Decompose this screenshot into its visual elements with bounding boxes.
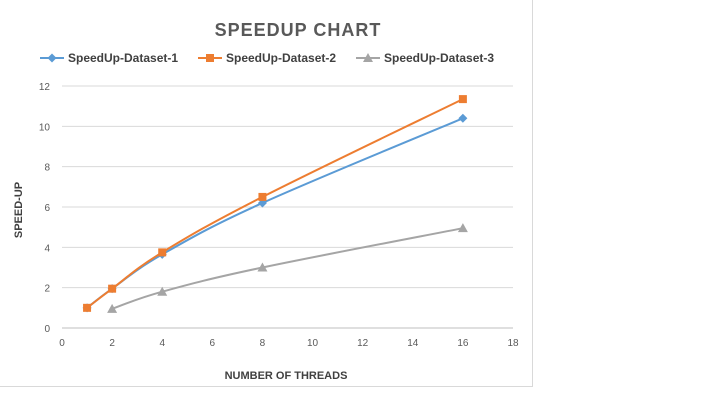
chart-gridlines — [62, 85, 513, 329]
x-tick-label: 14 — [407, 338, 419, 349]
y-tick-label: 8 — [44, 163, 50, 174]
legend-marker — [363, 53, 373, 62]
legend-marker — [47, 53, 57, 63]
x-tick-label: 16 — [457, 338, 469, 349]
series-2 — [83, 95, 467, 312]
series-line — [86, 117, 464, 309]
y-tick-label: 10 — [39, 122, 51, 133]
x-tick-label: 4 — [159, 338, 165, 349]
series-3 — [107, 223, 468, 313]
y-tick-label: 4 — [44, 243, 50, 254]
chart-series — [82, 95, 468, 313]
data-point — [458, 95, 467, 104]
data-point — [458, 113, 468, 123]
chart-title: SPEEDUP CHART — [215, 20, 382, 40]
data-point — [108, 284, 117, 293]
y-tick-label: 12 — [39, 82, 51, 93]
x-axis-title: NUMBER OF THREADS — [225, 370, 348, 382]
x-tick-label: 10 — [307, 338, 319, 349]
chart-frame: SPEEDUP CHART SpeedUp-Dataset-1 SpeedUp-D… — [0, 0, 533, 387]
y-tick-label: 2 — [44, 284, 50, 295]
legend-label: SpeedUp-Dataset-1 — [68, 51, 178, 65]
legend-item: SpeedUp-Dataset-3 — [356, 51, 494, 65]
legend-item: SpeedUp-Dataset-1 — [40, 51, 178, 65]
data-point — [83, 303, 92, 312]
y-tick-label: 0 — [44, 324, 50, 335]
data-point — [257, 262, 268, 272]
x-tick-label: 8 — [260, 338, 266, 349]
legend-item: SpeedUp-Dataset-2 — [198, 51, 336, 65]
data-point — [258, 192, 267, 201]
series-1 — [82, 113, 468, 313]
y-axis-title: SPEED-UP — [13, 182, 25, 238]
x-tick-label: 0 — [59, 338, 65, 349]
y-tick-label: 6 — [44, 203, 50, 214]
series-line — [111, 227, 464, 310]
data-point — [158, 248, 167, 257]
data-point — [107, 303, 118, 313]
series-line — [86, 98, 464, 309]
chart-legend: SpeedUp-Dataset-1 SpeedUp-Dataset-2 SpeedU… — [40, 51, 494, 65]
chart-axes: 0 2 4 6 8 10 12 0 2 4 6 8 10 12 14 16 18 — [39, 82, 519, 349]
legend-label: SpeedUp-Dataset-3 — [384, 51, 494, 65]
legend-marker — [206, 54, 214, 62]
data-point — [457, 223, 468, 233]
x-tick-label: 12 — [357, 338, 369, 349]
speedup-chart: SPEEDUP CHART SpeedUp-Dataset-1 SpeedUp-D… — [13, 20, 519, 382]
x-tick-label: 2 — [109, 338, 115, 349]
legend-label: SpeedUp-Dataset-2 — [226, 51, 336, 65]
data-point — [157, 286, 168, 296]
x-tick-label: 18 — [507, 338, 519, 349]
x-tick-label: 6 — [210, 338, 216, 349]
